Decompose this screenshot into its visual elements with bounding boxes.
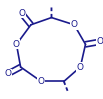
Text: O: O — [71, 20, 78, 29]
Text: O: O — [13, 40, 20, 49]
Text: O: O — [18, 9, 25, 18]
Text: O: O — [4, 69, 11, 78]
Text: O: O — [38, 77, 45, 86]
Text: O: O — [77, 62, 84, 71]
Text: O: O — [96, 37, 103, 46]
